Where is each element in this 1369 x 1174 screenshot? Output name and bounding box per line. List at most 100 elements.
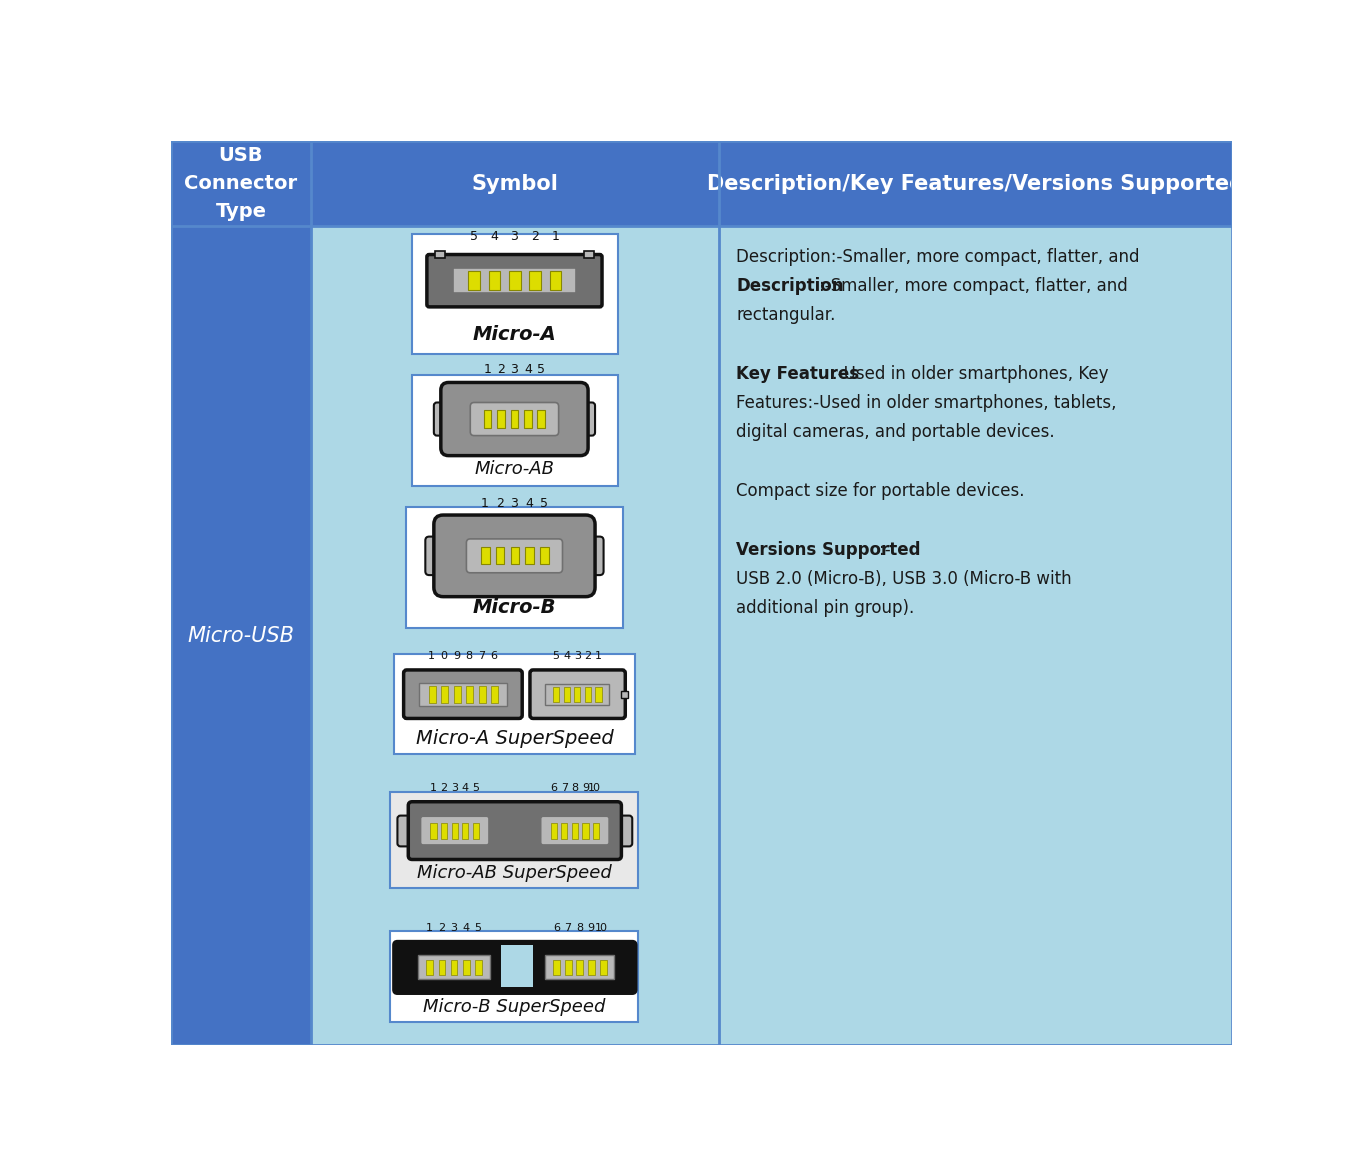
Bar [582,823,589,839]
Text: 7: 7 [478,652,485,661]
Bar [483,410,491,427]
Text: 6: 6 [490,652,498,661]
Bar [530,271,541,290]
Bar [463,823,468,839]
Bar [465,687,474,703]
Bar [550,823,557,839]
Bar [509,271,520,290]
Bar [545,956,615,979]
Text: 4: 4 [524,363,531,377]
FancyBboxPatch shape [427,255,602,306]
Bar [585,688,591,702]
FancyBboxPatch shape [426,537,450,575]
Bar [450,960,457,976]
Text: 1: 1 [428,652,435,661]
Bar [553,960,560,976]
Text: 9: 9 [453,652,460,661]
Text: 1: 1 [594,923,601,933]
Bar [497,410,505,427]
FancyBboxPatch shape [404,670,522,718]
Bar [526,547,534,565]
Text: Micro-USB: Micro-USB [188,626,294,646]
Text: Description/Key Features/Versions Supported: Description/Key Features/Versions Suppor… [706,174,1243,194]
Text: Versions Supported: Versions Supported [737,540,920,559]
Bar [441,687,448,703]
Text: :-Used in older smartphones, Key: :-Used in older smartphones, Key [831,365,1108,383]
Bar [171,227,311,1045]
Text: 4: 4 [526,498,533,511]
Text: 4: 4 [463,923,470,933]
Bar [452,823,457,839]
Text: Micro-AB SuperSpeed: Micro-AB SuperSpeed [418,864,612,883]
Bar [561,823,567,839]
Text: USB 2.0 (Micro-B), USB 3.0 (Micro-B with: USB 2.0 (Micro-B), USB 3.0 (Micro-B with [737,569,1072,588]
Text: 8: 8 [576,923,583,933]
Text: 6: 6 [550,783,557,794]
Bar [564,688,570,702]
Bar [491,687,498,703]
Text: 3: 3 [511,230,519,243]
FancyBboxPatch shape [611,816,632,846]
Text: Key Features: Key Features [737,365,860,383]
Bar [479,687,486,703]
FancyBboxPatch shape [441,383,589,456]
FancyBboxPatch shape [420,816,489,845]
Bar [390,931,638,1023]
Text: Micro-B SuperSpeed: Micro-B SuperSpeed [423,998,605,1017]
Text: Micro-A: Micro-A [472,325,556,344]
Bar [435,251,445,258]
Text: 2: 2 [496,498,504,511]
Text: 7: 7 [564,923,571,933]
Text: 5: 5 [472,783,479,794]
Text: 5: 5 [553,652,560,661]
Text: 8: 8 [465,652,472,661]
Bar [438,960,445,976]
Text: 8: 8 [571,783,579,794]
Bar [511,547,519,565]
FancyBboxPatch shape [579,537,604,575]
Text: 1: 1 [596,652,602,661]
Text: USB
Connector
Type: USB Connector Type [185,146,297,221]
Text: 4: 4 [490,230,498,243]
Bar [719,227,1231,1045]
Bar [524,410,531,427]
Text: 5: 5 [470,230,478,243]
Text: 2: 2 [497,363,505,377]
Bar [496,547,504,565]
Text: 0: 0 [441,652,448,661]
Bar [407,506,623,628]
Text: 9: 9 [582,783,589,794]
Text: Description:-Smaller, more compact, flatter, and: Description:-Smaller, more compact, flat… [737,248,1139,265]
Text: 0: 0 [593,783,600,794]
Text: :-Smaller, more compact, flatter, and: :-Smaller, more compact, flatter, and [820,277,1128,295]
Text: 5: 5 [539,498,548,511]
Text: 3: 3 [511,498,519,511]
Bar [585,251,594,258]
Text: 1: 1 [430,783,437,794]
Bar [511,410,519,427]
Text: 2: 2 [438,923,445,933]
Text: 0: 0 [600,923,606,933]
Text: 1: 1 [587,783,594,794]
Text: 2: 2 [441,783,448,794]
Text: 7: 7 [561,783,568,794]
Text: 1: 1 [483,363,491,377]
FancyBboxPatch shape [434,403,456,436]
Bar [572,823,578,839]
Text: 2: 2 [531,230,539,243]
Bar [441,823,448,839]
Bar [576,960,583,976]
FancyBboxPatch shape [530,670,626,718]
Text: rectangular.: rectangular. [737,306,835,324]
Text: additional pin group).: additional pin group). [737,599,914,618]
Text: 5: 5 [474,923,481,933]
Text: 3: 3 [511,363,519,377]
Text: Micro-B: Micro-B [472,598,556,616]
Text: 5: 5 [537,363,545,377]
Text: 1: 1 [481,498,489,511]
FancyBboxPatch shape [393,942,637,993]
Bar [545,683,609,706]
Bar [394,654,635,754]
FancyBboxPatch shape [397,816,419,846]
Bar [481,547,490,565]
